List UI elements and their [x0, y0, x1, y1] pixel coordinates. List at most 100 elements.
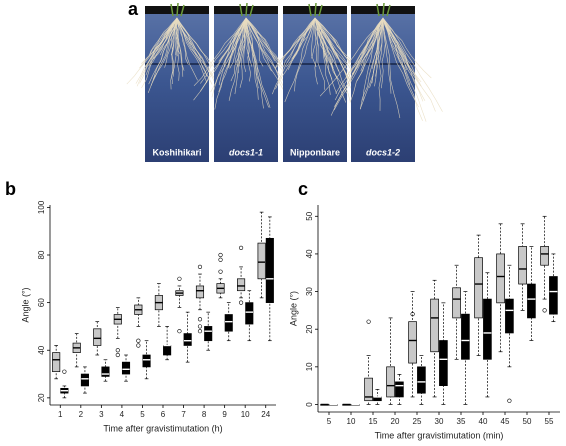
outlier	[197, 317, 203, 322]
root	[314, 18, 325, 90]
root	[382, 17, 418, 82]
box	[142, 354, 151, 368]
root	[149, 17, 178, 66]
outlier	[366, 319, 371, 324]
outlier	[177, 329, 182, 334]
root	[245, 17, 287, 87]
root	[245, 17, 259, 89]
box	[540, 246, 549, 266]
root	[314, 17, 333, 80]
y-tick-label: 80	[37, 250, 46, 259]
y-tick-label: 40	[305, 249, 314, 258]
box	[505, 298, 514, 334]
root	[174, 17, 178, 56]
root	[193, 17, 247, 101]
box	[439, 340, 448, 387]
outlier	[115, 348, 120, 353]
root	[334, 17, 384, 101]
box	[257, 242, 266, 280]
box	[80, 373, 89, 387]
root	[176, 17, 207, 68]
y-tick-label: 40	[37, 345, 46, 354]
photo-label: Nipponbare	[290, 147, 340, 157]
x-tick-label: 45	[501, 417, 510, 426]
x-tick-label: 35	[457, 417, 466, 426]
root	[245, 17, 264, 67]
photo-label: docs1-2	[366, 147, 400, 157]
y-axis-title: Angle (°)	[20, 287, 30, 322]
root	[245, 17, 283, 67]
box	[204, 326, 213, 342]
box	[496, 253, 505, 304]
x-tick-label: 24	[261, 410, 270, 419]
root	[282, 17, 316, 60]
root	[382, 17, 401, 119]
root	[274, 17, 316, 69]
y-tick-label: 20	[37, 393, 46, 402]
root	[176, 17, 198, 81]
outlier	[136, 338, 141, 343]
outlier	[62, 369, 67, 374]
box	[237, 278, 246, 292]
box	[52, 352, 61, 373]
root	[176, 17, 180, 81]
root	[382, 18, 392, 94]
x-tick-label: 3	[99, 410, 104, 419]
outlier	[238, 300, 244, 305]
outlier	[218, 269, 223, 274]
root	[245, 17, 272, 72]
root	[148, 17, 178, 85]
root	[243, 17, 247, 72]
outlier	[507, 398, 512, 403]
box	[386, 366, 395, 398]
photo-label: docs1-1	[229, 147, 263, 157]
outlier	[218, 257, 223, 262]
root	[378, 17, 384, 111]
x-tick-label: 50	[523, 417, 532, 426]
x-tick-label: 25	[413, 417, 422, 426]
y-tick-label: 0	[305, 402, 314, 407]
x-tick-label: 6	[161, 410, 166, 419]
box	[163, 345, 172, 356]
box	[430, 298, 439, 353]
x-tick-label: 2	[79, 410, 84, 419]
root	[334, 17, 384, 108]
root	[230, 17, 247, 82]
box	[527, 283, 536, 319]
box	[121, 361, 131, 375]
box	[93, 328, 102, 346]
root	[319, 17, 384, 97]
root	[193, 17, 247, 87]
root	[228, 17, 247, 101]
box	[265, 237, 274, 303]
box	[224, 314, 233, 332]
root	[314, 17, 347, 103]
x-axis-title: Time after gravistimutation (min)	[375, 430, 504, 440]
root	[314, 17, 338, 95]
root	[176, 17, 217, 82]
root	[333, 17, 384, 111]
root	[294, 17, 316, 92]
x-axis-title: Time after gravistimutation (h)	[103, 423, 222, 433]
photo	[351, 6, 415, 162]
outlier	[218, 252, 223, 258]
y-tick-label: 100	[37, 200, 46, 214]
root	[314, 17, 350, 79]
y-axis-title: Angle (°)	[288, 291, 298, 326]
root	[245, 17, 291, 100]
panel-label: b	[5, 179, 16, 199]
outlier	[542, 308, 547, 313]
shoot	[170, 2, 185, 17]
root	[314, 17, 327, 64]
root	[245, 17, 264, 109]
box	[483, 298, 492, 360]
x-tick-label: 5	[140, 410, 145, 419]
box	[245, 302, 254, 325]
y-tick-label: 20	[305, 324, 314, 333]
root	[176, 17, 208, 83]
root	[359, 17, 384, 110]
root	[314, 17, 338, 80]
box	[549, 276, 558, 315]
root	[214, 17, 247, 110]
panel-label: c	[298, 179, 308, 199]
